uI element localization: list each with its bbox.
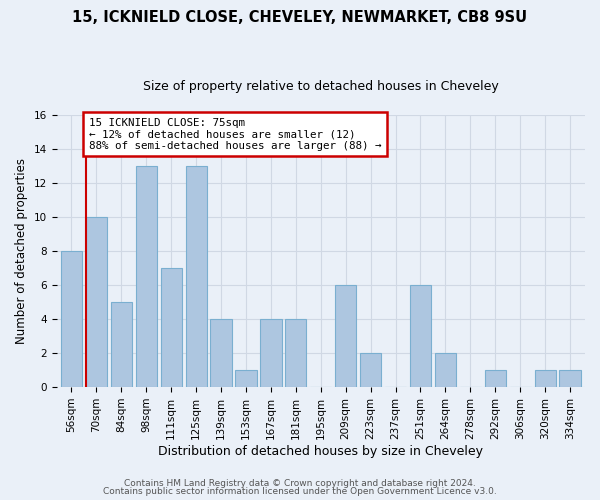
Bar (111, 302, 132, 387)
Bar (285, 319, 307, 387)
Bar (86, 217, 107, 387)
Text: 15, ICKNIELD CLOSE, CHEVELEY, NEWMARKET, CB8 9SU: 15, ICKNIELD CLOSE, CHEVELEY, NEWMARKET,… (73, 10, 527, 25)
Bar (435, 353, 456, 387)
Y-axis label: Number of detached properties: Number of detached properties (15, 158, 28, 344)
Bar (360, 353, 381, 387)
Bar (559, 370, 581, 387)
Bar (185, 166, 207, 387)
Text: Contains HM Land Registry data © Crown copyright and database right 2024.: Contains HM Land Registry data © Crown c… (124, 478, 476, 488)
Bar (410, 285, 431, 387)
Bar (136, 166, 157, 387)
X-axis label: Distribution of detached houses by size in Cheveley: Distribution of detached houses by size … (158, 444, 483, 458)
Bar (485, 370, 506, 387)
Bar (161, 268, 182, 387)
Bar (235, 370, 257, 387)
Bar (260, 319, 281, 387)
Title: Size of property relative to detached houses in Cheveley: Size of property relative to detached ho… (143, 80, 499, 93)
Bar (211, 319, 232, 387)
Bar (335, 285, 356, 387)
Bar (535, 370, 556, 387)
Bar (61, 251, 82, 387)
Text: Contains public sector information licensed under the Open Government Licence v3: Contains public sector information licen… (103, 487, 497, 496)
Text: 15 ICKNIELD CLOSE: 75sqm
← 12% of detached houses are smaller (12)
88% of semi-d: 15 ICKNIELD CLOSE: 75sqm ← 12% of detach… (89, 118, 382, 151)
